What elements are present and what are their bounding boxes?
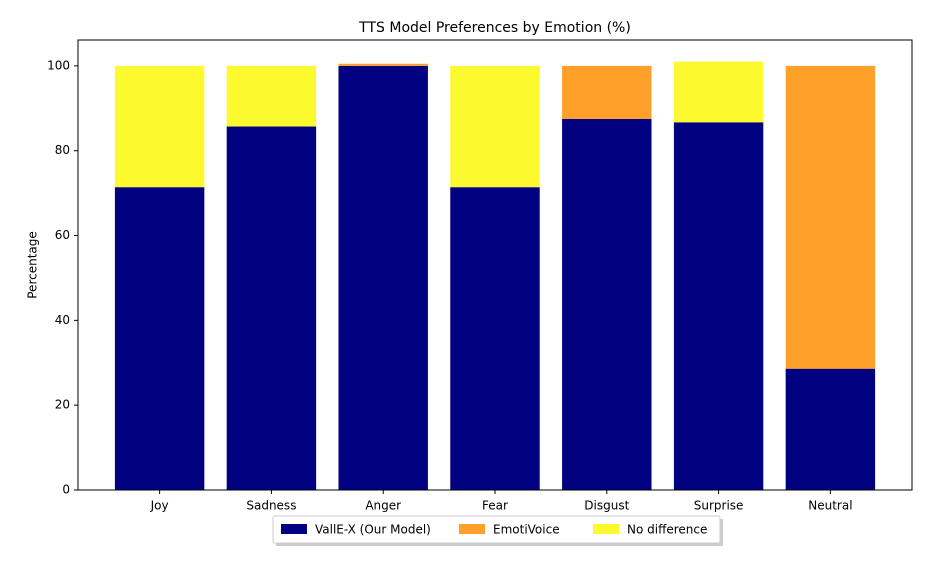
bar-segment bbox=[338, 65, 428, 490]
bar-segment bbox=[562, 65, 652, 119]
bar-segment bbox=[785, 65, 876, 369]
legend: VallE-X (Our Model) EmotiVoice No differen… bbox=[281, 523, 707, 537]
x-tick-label: Surprise bbox=[694, 499, 744, 513]
x-tick-label: Joy bbox=[150, 499, 169, 513]
bar-segment bbox=[114, 65, 205, 188]
y-tick-label: 0 bbox=[62, 483, 70, 497]
bar-segment bbox=[338, 63, 428, 66]
legend-label: VallE-X (Our Model) bbox=[315, 523, 431, 537]
bar-segment bbox=[673, 61, 764, 123]
x-tick-label: Anger bbox=[365, 499, 401, 513]
bar-segment bbox=[450, 187, 540, 490]
bar-segment bbox=[450, 65, 540, 188]
x-tick-label: Disgust bbox=[584, 499, 629, 513]
y-tick-label: 20 bbox=[55, 398, 70, 412]
plot-area bbox=[114, 61, 876, 490]
bar-segment bbox=[226, 126, 317, 490]
y-tick-label: 40 bbox=[55, 313, 70, 327]
y-axis-label: Percentage bbox=[26, 231, 40, 299]
y-tick-label: 60 bbox=[55, 228, 70, 242]
x-tick-label: Sadness bbox=[246, 499, 296, 513]
legend-swatch bbox=[593, 524, 619, 534]
bar-segment bbox=[226, 65, 317, 127]
legend-swatch bbox=[459, 524, 485, 534]
legend-box bbox=[272, 515, 721, 544]
legend-swatch bbox=[281, 524, 307, 534]
y-tick-label: 100 bbox=[47, 58, 70, 72]
bar-segment bbox=[562, 118, 652, 490]
y-tick-label: 80 bbox=[55, 143, 70, 157]
legend-label: No difference bbox=[627, 523, 707, 537]
bar-segment bbox=[673, 122, 764, 490]
chart-title: TTS Model Preferences by Emotion (%) bbox=[358, 20, 631, 36]
x-tick-label: Neutral bbox=[808, 499, 852, 513]
x-tick-label: Fear bbox=[482, 499, 508, 513]
legend-label: EmotiVoice bbox=[493, 523, 560, 537]
bar-segment bbox=[785, 368, 876, 490]
bar-segment bbox=[114, 187, 205, 490]
